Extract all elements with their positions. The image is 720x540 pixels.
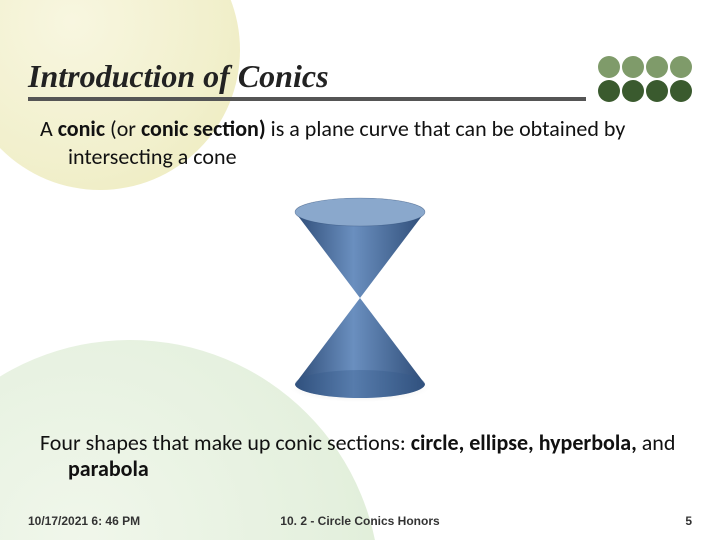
slide: Introduction of Conics A conic (or conic… bbox=[0, 0, 720, 540]
paragraph-1: A conic (or conic section) is a plane cu… bbox=[40, 115, 680, 170]
text-bold: conic section) bbox=[141, 115, 266, 142]
double-cone-figure bbox=[255, 185, 465, 410]
dot-icon bbox=[646, 56, 668, 78]
dot-icon bbox=[598, 56, 620, 78]
dot-icon bbox=[622, 56, 644, 78]
dot-icon bbox=[670, 56, 692, 78]
footer: 10/17/2021 6: 46 PM 10. 2 - Circle Conic… bbox=[28, 514, 692, 528]
footer-timestamp: 10/17/2021 6: 46 PM bbox=[28, 514, 140, 528]
dot-icon bbox=[646, 80, 668, 102]
text: A bbox=[40, 115, 58, 142]
decorative-dots bbox=[598, 56, 692, 102]
text-bold: circle, ellipse, hyperbola, bbox=[411, 429, 637, 456]
dot-icon bbox=[598, 80, 620, 102]
text: Four shapes that make up conic sections: bbox=[40, 429, 411, 456]
paragraph-2: Four shapes that make up conic sections:… bbox=[40, 430, 680, 483]
slide-title: Introduction of Conics bbox=[28, 58, 586, 101]
text-bold: parabola bbox=[68, 455, 149, 482]
text-bold: conic bbox=[58, 115, 105, 142]
text: and bbox=[637, 429, 676, 456]
dot-icon bbox=[622, 80, 644, 102]
text: (or bbox=[105, 115, 141, 142]
dot-icon bbox=[670, 80, 692, 102]
title-row: Introduction of Conics bbox=[28, 56, 692, 102]
double-cone-icon bbox=[275, 188, 445, 408]
page-number: 5 bbox=[685, 514, 692, 528]
footer-title: 10. 2 - Circle Conics Honors bbox=[280, 514, 439, 528]
